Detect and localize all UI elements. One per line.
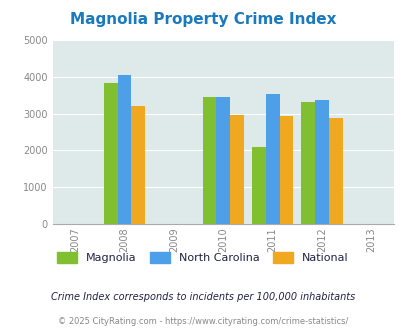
Bar <box>202 97 216 224</box>
Bar <box>252 147 265 224</box>
Bar <box>131 106 145 224</box>
Text: Magnolia Property Crime Index: Magnolia Property Crime Index <box>70 12 335 26</box>
Bar <box>301 102 314 224</box>
Bar <box>230 115 243 224</box>
Bar <box>328 118 342 224</box>
Text: © 2025 CityRating.com - https://www.cityrating.com/crime-statistics/: © 2025 CityRating.com - https://www.city… <box>58 317 347 326</box>
Legend: Magnolia, North Carolina, National: Magnolia, North Carolina, National <box>57 252 348 263</box>
Bar <box>314 100 328 224</box>
Bar <box>265 94 279 224</box>
Bar <box>216 97 230 224</box>
Bar <box>117 75 131 224</box>
Text: Crime Index corresponds to incidents per 100,000 inhabitants: Crime Index corresponds to incidents per… <box>51 292 354 302</box>
Bar <box>279 116 293 224</box>
Bar <box>103 83 117 224</box>
